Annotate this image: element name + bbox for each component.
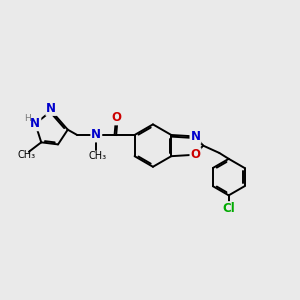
Text: O: O xyxy=(190,148,200,161)
Text: N: N xyxy=(91,128,101,142)
Text: N: N xyxy=(190,130,200,143)
Text: CH₃: CH₃ xyxy=(89,151,107,160)
Text: CH₃: CH₃ xyxy=(17,150,36,160)
Text: N: N xyxy=(30,117,40,130)
Text: O: O xyxy=(111,111,121,124)
Text: H: H xyxy=(24,114,31,123)
Text: N: N xyxy=(46,102,56,115)
Text: Cl: Cl xyxy=(222,202,235,215)
